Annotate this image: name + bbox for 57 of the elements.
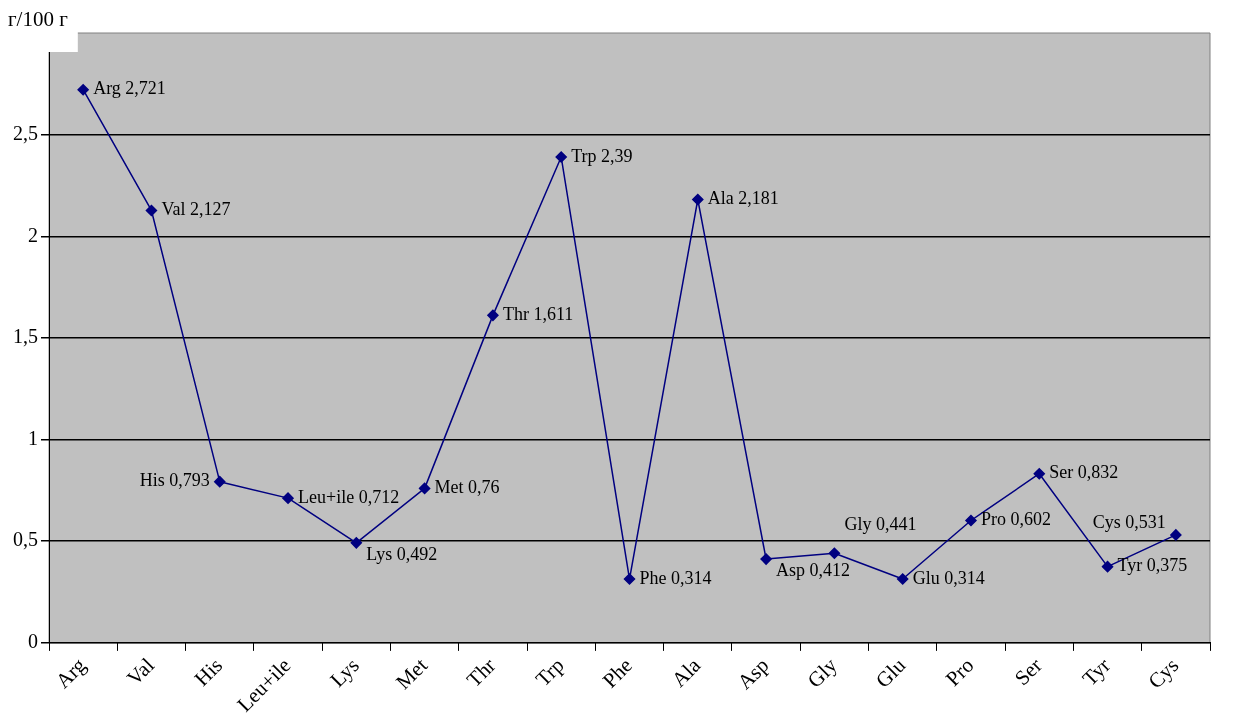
x-tick-label: Met <box>391 653 433 695</box>
point <box>213 475 226 488</box>
data-label: Ala 2,181 <box>707 188 779 209</box>
point <box>1101 560 1114 573</box>
data-label: Tyr 0,375 <box>1117 555 1188 576</box>
x-tick-label: Gly <box>802 652 843 693</box>
point <box>1170 529 1182 541</box>
point <box>487 309 499 322</box>
data-label: Pro 0,602 <box>980 509 1051 530</box>
x-tick-label: Trp <box>530 653 569 692</box>
data-label: Arg 2,721 <box>93 78 166 99</box>
x-tick-label: Pro <box>940 653 979 691</box>
data-label: Gly 0,441 <box>844 513 917 534</box>
x-tick-label: Asp <box>732 653 774 695</box>
x-tick-label: Ser <box>1009 653 1047 691</box>
point <box>760 553 772 565</box>
x-tick-label: Glu <box>870 652 911 693</box>
data-label: Met 0,76 <box>434 477 500 498</box>
data-label: Ser 0,832 <box>1049 462 1119 483</box>
data-label: His 0,793 <box>139 470 210 491</box>
y-axis-title: г/100 г <box>8 7 69 32</box>
x-tick-label: Arg <box>50 652 91 694</box>
point <box>896 573 909 585</box>
y-tick-label: 1,5 <box>13 325 38 348</box>
point <box>555 151 567 163</box>
data-label: Asp 0,412 <box>776 559 851 580</box>
point <box>77 83 89 96</box>
point <box>965 514 977 527</box>
point <box>623 573 636 585</box>
x-tick-label: Lys <box>325 653 364 692</box>
data-label: Val 2,127 <box>161 199 231 220</box>
data-label: Thr 1,611 <box>502 304 574 325</box>
x-tick-label: Phe <box>597 653 637 693</box>
x-tick-label: Tyr <box>1077 653 1115 691</box>
x-tick-label: His <box>189 653 228 691</box>
data-label: Leu+ile 0,712 <box>298 486 400 507</box>
y-tick-label: 2 <box>28 223 38 246</box>
point <box>350 537 363 549</box>
point <box>418 482 431 495</box>
point <box>828 547 841 559</box>
x-tick-label: Thr <box>461 653 501 692</box>
data-label: Phe 0,314 <box>639 567 712 588</box>
x-tick-label: Val <box>122 653 159 691</box>
y-tick-label: 2,5 <box>13 121 38 144</box>
point <box>1033 467 1046 480</box>
data-label: Trp 2,39 <box>571 145 633 166</box>
data-label: Lys 0,492 <box>366 543 438 564</box>
point <box>692 193 704 206</box>
data-label: Cys 0,531 <box>1092 511 1166 532</box>
y-tick-label: 1 <box>28 426 38 449</box>
point <box>282 492 294 504</box>
y-tick-label: 0 <box>28 630 38 653</box>
x-tick-label: Cys <box>1143 653 1184 694</box>
point <box>145 204 158 217</box>
x-tick-label: Ala <box>666 652 706 692</box>
data-label: Glu 0,314 <box>912 567 985 588</box>
y-tick-label: 0,5 <box>13 528 38 551</box>
